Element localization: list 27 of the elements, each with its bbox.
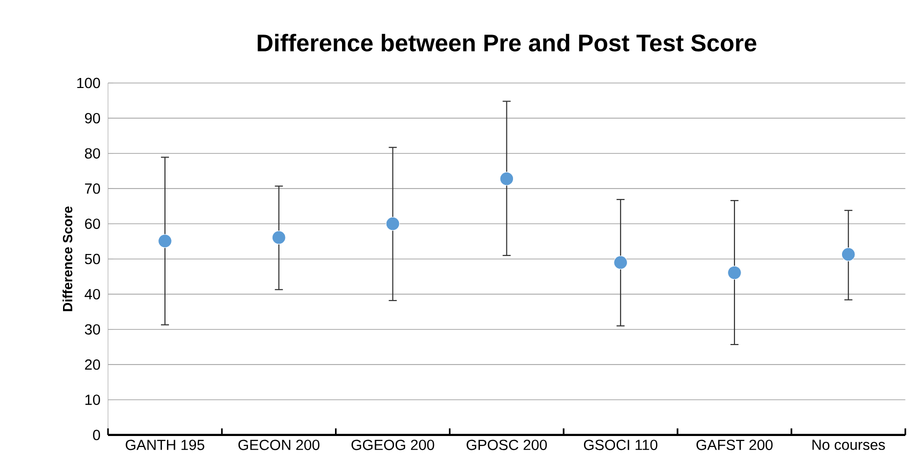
point bbox=[272, 230, 286, 244]
point bbox=[500, 172, 514, 186]
y-tick-label: 30 bbox=[84, 324, 100, 335]
x-tick-label: GPOSC 200 bbox=[466, 440, 547, 450]
y-tick-label: 40 bbox=[84, 289, 100, 300]
y-tick-label: 100 bbox=[77, 78, 100, 88]
x-tick-label: GSOCI 110 bbox=[584, 440, 658, 450]
y-tick-label: 50 bbox=[84, 254, 100, 264]
x-tick-label: GAFST 200 bbox=[696, 440, 773, 450]
y-tick-label: 10 bbox=[85, 394, 100, 405]
y-tick-label: 0 bbox=[93, 430, 100, 440]
y-axis-title: Difference Score bbox=[62, 206, 72, 312]
y-tick-label: 60 bbox=[85, 218, 100, 229]
y-tick-label: 90 bbox=[85, 113, 100, 124]
x-tick-label: GECON 200 bbox=[238, 440, 320, 450]
point bbox=[614, 256, 628, 270]
point bbox=[841, 247, 856, 262]
x-tick-label: No courses bbox=[812, 440, 885, 450]
x-tick-label: GGEOG 200 bbox=[352, 440, 434, 450]
y-tick-label: 20 bbox=[85, 359, 100, 370]
y-tick-label: 80 bbox=[84, 148, 100, 159]
point bbox=[386, 216, 400, 231]
y-tick-label: 70 bbox=[85, 183, 100, 194]
x-tick-label: GANTH 195 bbox=[126, 440, 204, 450]
chart-title: Difference between Pre and Post Test Score bbox=[258, 34, 756, 52]
point bbox=[158, 234, 172, 248]
point bbox=[728, 266, 742, 280]
